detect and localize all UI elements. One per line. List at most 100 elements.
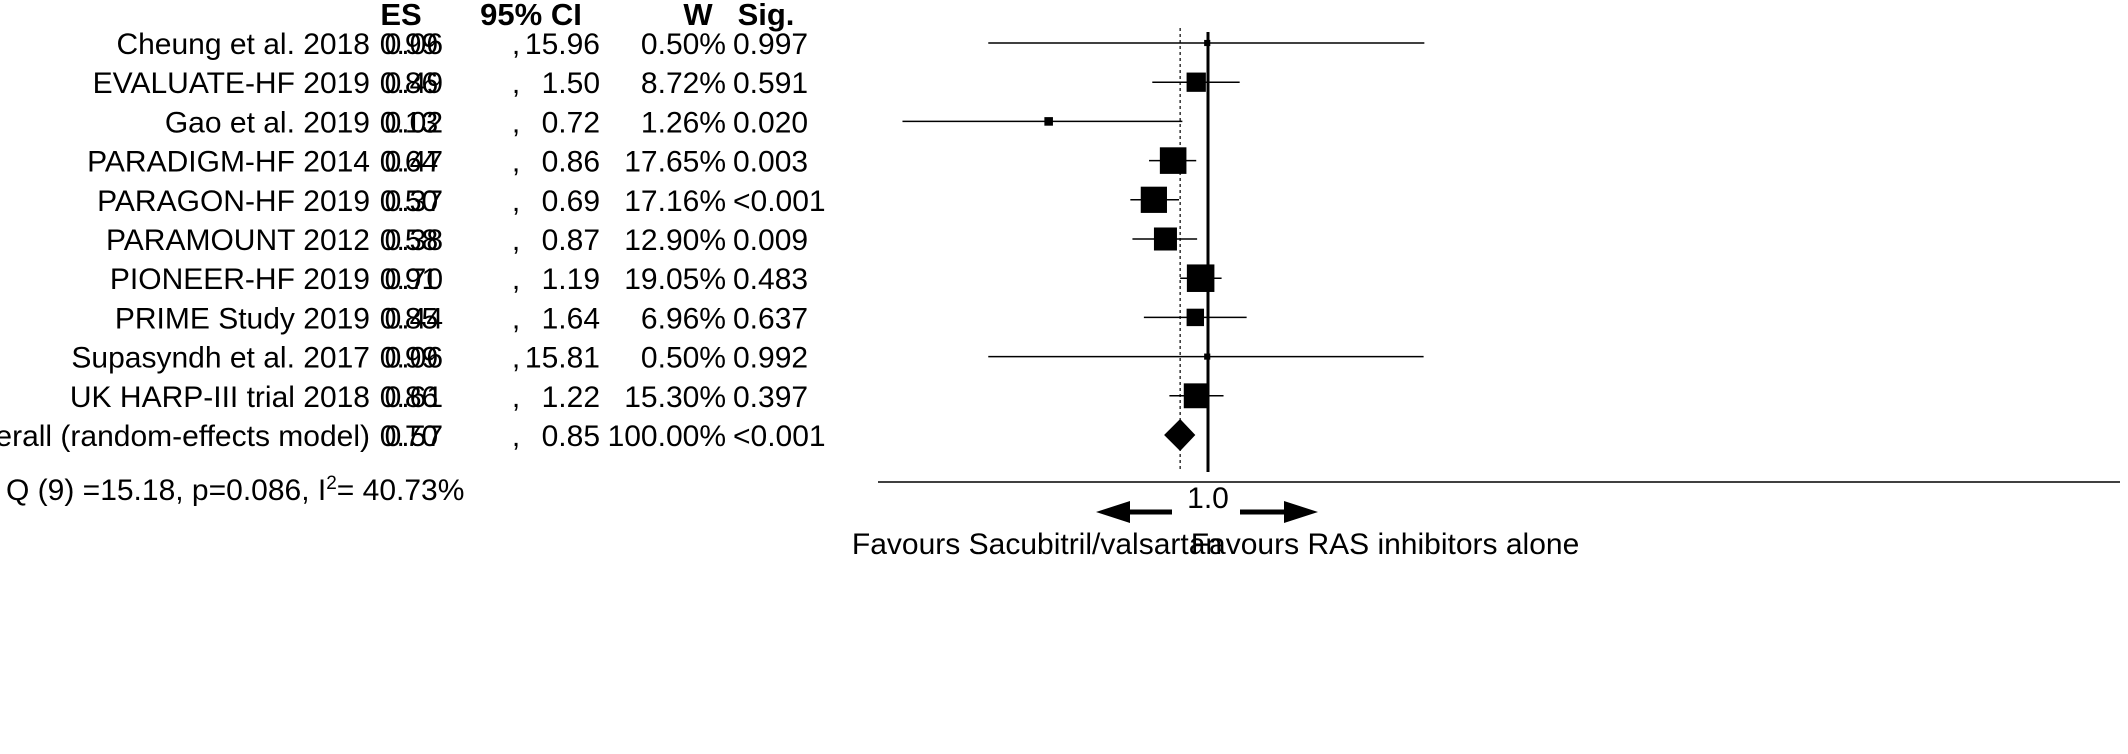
- ci-high-value: 1.64: [542, 302, 600, 335]
- weight-value: 17.65%: [624, 146, 726, 179]
- study-row: PIONEER-HF 2019 0.910.70, 1.19 19.05% 0.483: [110, 263, 808, 296]
- heterogeneity-stats: Q (9) =15.18, p=0.086, I2= 40.73%: [6, 473, 464, 507]
- sig-value: 0.020: [733, 106, 808, 139]
- ci-separator: ,: [512, 185, 520, 218]
- weight-value: 0.50%: [641, 28, 726, 61]
- ci-low-value: 0.57: [385, 420, 443, 453]
- effect-square: [1186, 264, 1215, 292]
- effect-square: [1204, 39, 1211, 47]
- ci-low-value: 0.02: [385, 106, 443, 139]
- study-label: UK HARP-III trial 2018: [70, 381, 370, 414]
- sig-value: 0.992: [733, 342, 808, 375]
- study-label: PARAGON-HF 2019: [97, 185, 370, 218]
- weight-value: 12.90%: [624, 224, 726, 257]
- ci-high-value: 1.19: [542, 263, 600, 296]
- sig-value: 0.997: [733, 28, 808, 61]
- weight-value: 0.50%: [641, 342, 726, 375]
- es-value: 0.64: [380, 146, 438, 179]
- ci-separator: ,: [512, 342, 520, 375]
- study-label: PIONEER-HF 2019: [110, 263, 370, 296]
- ci-high-value: 0.87: [542, 224, 600, 257]
- sig-value: <0.001: [733, 420, 826, 453]
- study-row: Cheung et al. 2018 0.990.06, 15.96 0.50% 0.9…: [116, 28, 808, 61]
- es-value: 0.86: [380, 67, 438, 100]
- sig-value: 0.009: [733, 224, 808, 257]
- study-label: PARADIGM-HF 2014: [87, 146, 370, 179]
- ci-high-value: 15.96: [525, 28, 600, 61]
- ci-low-value: 0.70: [385, 263, 443, 296]
- weight-value: 1.26%: [641, 106, 726, 139]
- study-label: PARAMOUNT 2012: [106, 224, 370, 257]
- effect-square: [1159, 147, 1187, 174]
- overall-row: Overall (random-effects model) 0.700.57, 0…: [0, 420, 826, 453]
- ci-high-value: 0.69: [542, 185, 600, 218]
- weight-value: 19.05%: [624, 263, 726, 296]
- heterogeneity-prefix: Q (9) =15.18, p=0.086, I: [6, 474, 326, 507]
- ci-high-value: 1.22: [542, 381, 600, 414]
- study-row: PARAMOUNT 2012 0.580.38, 0.87 12.90% 0.009: [106, 224, 808, 257]
- ci-separator: ,: [512, 263, 520, 296]
- header-ci: 95% CI: [480, 0, 582, 32]
- heterogeneity-sup: 2: [326, 473, 337, 494]
- effect-square: [1153, 227, 1177, 251]
- ci-separator: ,: [512, 67, 520, 100]
- ci-low-value: 0.49: [385, 67, 443, 100]
- results-table: ES 95% CI W Sig. Cheung et al. 2018 0.990.06,…: [0, 0, 826, 507]
- es-value: 0.50: [380, 185, 438, 218]
- header-sig: Sig.: [738, 0, 795, 32]
- sig-value: <0.001: [733, 185, 826, 218]
- ci-high-value: 15.81: [525, 342, 600, 375]
- ci-separator: ,: [512, 420, 520, 453]
- sig-value: 0.397: [733, 381, 808, 414]
- ci-separator: ,: [512, 106, 520, 139]
- sig-value: 0.003: [733, 146, 808, 179]
- reference-tick-label: 1.0: [1187, 482, 1229, 515]
- study-label: EVALUATE-HF 2019: [93, 67, 370, 100]
- study-label: Overall (random-effects model): [0, 420, 370, 453]
- ci-low-value: 0.47: [385, 146, 443, 179]
- study-row: UK HARP-III trial 2018 0.860.61, 1.22 15.30…: [70, 381, 808, 414]
- study-row: Supasyndh et al. 2017 0.990.06, 15.81 0.50%…: [71, 342, 808, 375]
- study-row: PARAGON-HF 2019 0.500.37, 0.69 17.16% <0.001: [97, 185, 825, 218]
- ci-low-value: 0.37: [385, 185, 443, 218]
- study-row: EVALUATE-HF 2019 0.860.49, 1.50 8.72% 0.591: [93, 67, 808, 100]
- study-label: Cheung et al. 2018: [116, 28, 370, 61]
- ci-low-value: 0.38: [385, 224, 443, 257]
- ci-low-value: 0.06: [385, 28, 443, 61]
- ci-separator: ,: [512, 146, 520, 179]
- weight-value: 100.00%: [608, 420, 726, 453]
- es-value: 0.99: [380, 28, 438, 61]
- weight-value: 15.30%: [624, 381, 726, 414]
- ci-low-value: 0.61: [385, 381, 443, 414]
- es-value: 0.58: [380, 224, 438, 257]
- ci-separator: ,: [512, 224, 520, 257]
- header-w: W: [683, 0, 713, 32]
- effect-square: [1204, 353, 1211, 360]
- ci-separator: ,: [512, 28, 520, 61]
- study-row: PRIME Study 2019 0.850.44, 1.64 6.96% 0.637: [115, 302, 808, 335]
- es-value: 0.13: [380, 106, 438, 139]
- overall-diamond: [1164, 419, 1196, 451]
- es-value: 0.85: [380, 302, 438, 335]
- es-value: 0.86: [380, 381, 438, 414]
- heterogeneity-suffix: = 40.73%: [337, 474, 465, 507]
- header-es: ES: [380, 0, 421, 32]
- ci-low-value: 0.44: [385, 302, 443, 335]
- weight-value: 8.72%: [641, 67, 726, 100]
- study-row: PARADIGM-HF 2014 0.640.47, 0.86 17.65% 0.003: [87, 146, 808, 179]
- left-arrow-icon-head: [1096, 501, 1130, 523]
- ci-separator: ,: [512, 381, 520, 414]
- favours-left-label: Favours Sacubitril/valsartan: [852, 528, 1222, 561]
- ci-separator: ,: [512, 302, 520, 335]
- weight-value: 17.16%: [624, 185, 726, 218]
- effect-square: [1186, 308, 1205, 327]
- ci-high-value: 1.50: [542, 67, 600, 100]
- sig-value: 0.591: [733, 67, 808, 100]
- effect-square: [1186, 72, 1206, 92]
- sig-value: 0.483: [733, 263, 808, 296]
- study-label: Supasyndh et al. 2017: [71, 342, 370, 375]
- favours-right-label: Favours RAS inhibitors alone: [1191, 528, 1580, 561]
- sig-value: 0.637: [733, 302, 808, 335]
